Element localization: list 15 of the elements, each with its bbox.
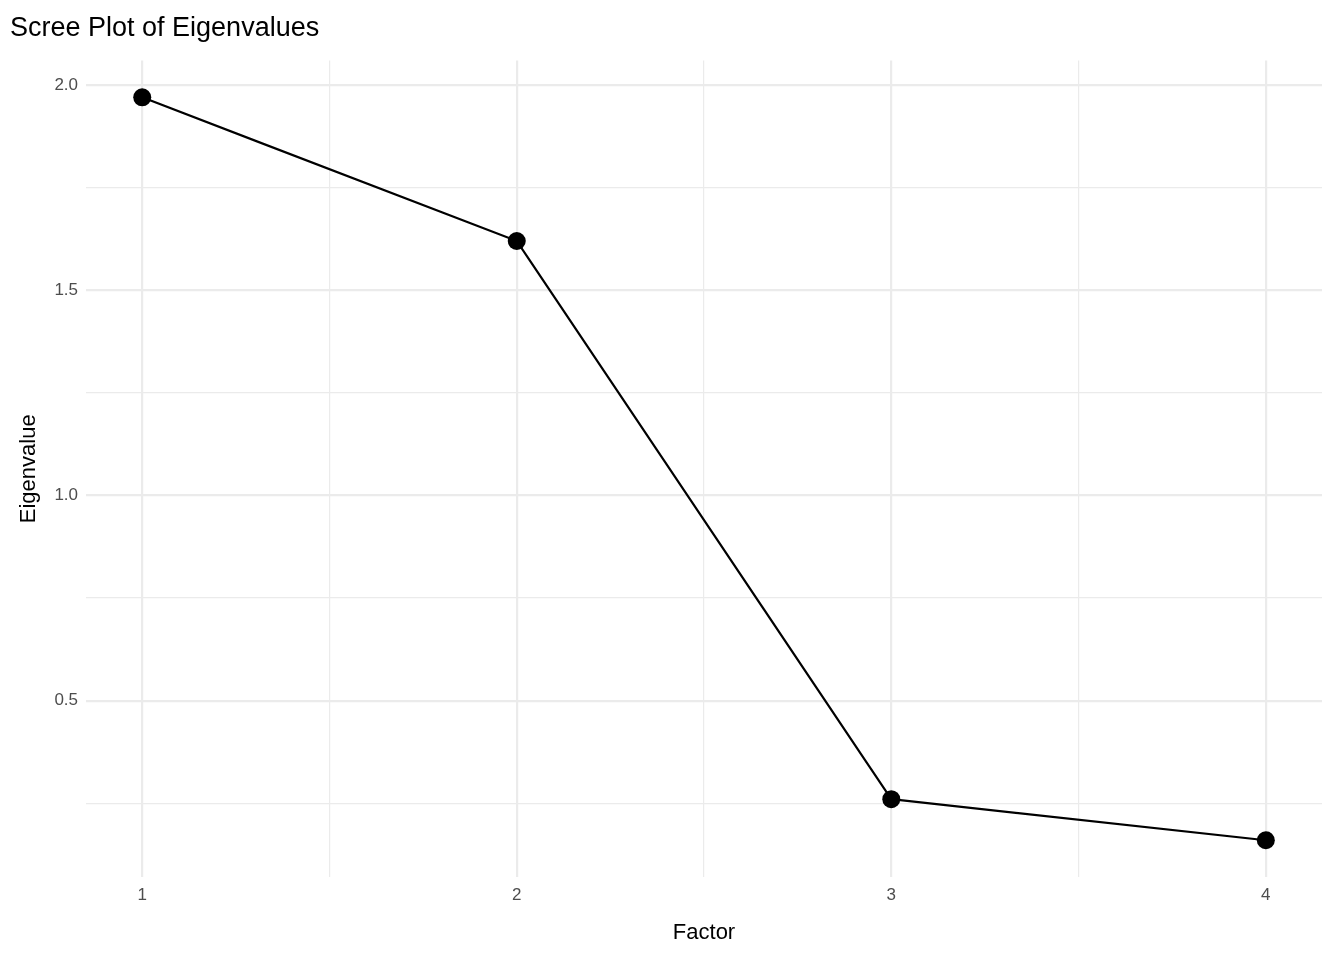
x-tick-label: 4 <box>1261 885 1271 905</box>
y-tick-label: 2.0 <box>54 74 79 94</box>
y-tick-label: 1.5 <box>54 279 79 299</box>
x-tick-label: 2 <box>512 885 522 905</box>
point <box>133 88 152 107</box>
y-tick-label: 1.0 <box>54 485 79 505</box>
x-axis-title: Factor <box>672 918 736 944</box>
x-tick-label: 1 <box>137 885 147 905</box>
point <box>882 790 901 809</box>
chart-title: Scree Plot of Eigenvalues <box>10 11 320 42</box>
point <box>507 232 526 250</box>
point <box>1256 831 1275 850</box>
x-tick-label: 3 <box>886 885 897 905</box>
y-axis-title: Eigenvalue <box>15 414 41 524</box>
y-tick-label: 0.5 <box>54 690 79 710</box>
